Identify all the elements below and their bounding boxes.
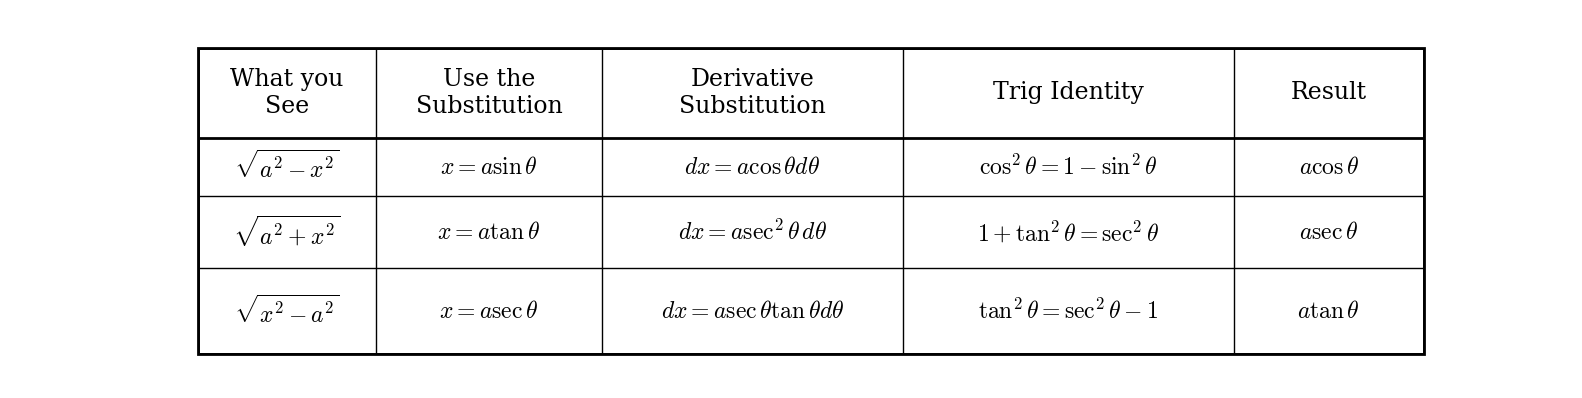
- Text: Trig Identity: Trig Identity: [993, 82, 1144, 104]
- Text: $dx = a \cos \theta d\theta$: $dx = a \cos \theta d\theta$: [685, 155, 821, 179]
- Text: $1 + \tan^2 \theta = \sec^2 \theta$: $1 + \tan^2 \theta = \sec^2 \theta$: [978, 219, 1160, 245]
- Text: $a \tan \theta$: $a \tan \theta$: [1297, 299, 1361, 323]
- Text: $a \sec \theta$: $a \sec \theta$: [1299, 220, 1359, 244]
- Text: $\sqrt{a^2 + x^2}$: $\sqrt{a^2 + x^2}$: [233, 215, 340, 250]
- Text: Use the
Substitution: Use the Substitution: [416, 68, 562, 118]
- Text: $dx = a \sec^2 \theta \, d\theta$: $dx = a \sec^2 \theta \, d\theta$: [679, 220, 827, 245]
- Text: $x = a \sec \theta$: $x = a \sec \theta$: [440, 299, 538, 323]
- Text: $x = a \sin \theta$: $x = a \sin \theta$: [440, 155, 538, 179]
- Text: $x = a \tan \theta$: $x = a \tan \theta$: [438, 220, 541, 244]
- Text: $a \cos \theta$: $a \cos \theta$: [1299, 155, 1359, 179]
- Text: What you
See: What you See: [229, 68, 343, 118]
- Text: $\cos^2 \theta = 1 - \sin^2 \theta$: $\cos^2 \theta = 1 - \sin^2 \theta$: [979, 155, 1158, 180]
- Text: Derivative
Substitution: Derivative Substitution: [679, 68, 826, 118]
- Text: $\sqrt{a^2 - x^2}$: $\sqrt{a^2 - x^2}$: [234, 151, 340, 183]
- Text: $dx = a \sec \theta \tan \theta d\theta$: $dx = a \sec \theta \tan \theta d\theta$: [661, 299, 845, 323]
- Text: $\tan^2 \theta = \sec^2 \theta - 1$: $\tan^2 \theta = \sec^2 \theta - 1$: [978, 299, 1158, 324]
- Text: $\sqrt{x^2 - a^2}$: $\sqrt{x^2 - a^2}$: [234, 295, 340, 328]
- Text: Result: Result: [1291, 82, 1367, 104]
